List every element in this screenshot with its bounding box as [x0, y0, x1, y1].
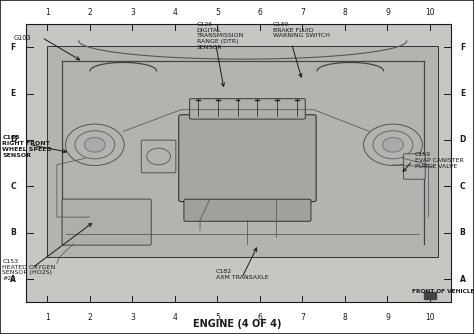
Text: C126
DIGITAL
TRANSMISSION
RANGE (DTR)
SENSOR: C126 DIGITAL TRANSMISSION RANGE (DTR) SE… [197, 22, 244, 50]
Text: 3: 3 [130, 8, 135, 16]
Text: 4: 4 [173, 313, 177, 322]
FancyBboxPatch shape [184, 199, 311, 221]
Text: B: B [10, 228, 16, 237]
Text: A: A [460, 275, 465, 284]
Text: A: A [10, 275, 16, 284]
Text: 6: 6 [257, 313, 262, 322]
Text: 8: 8 [343, 313, 347, 322]
FancyBboxPatch shape [190, 99, 305, 119]
Text: C: C [10, 182, 16, 191]
Text: B: B [460, 228, 465, 237]
Bar [26, 24, 451, 302]
Text: C139
BRAKE FLUID
WARNING SWITCH: C139 BRAKE FLUID WARNING SWITCH [273, 22, 329, 38]
Text: E: E [10, 89, 16, 98]
Text: 6: 6 [257, 8, 262, 16]
Text: F: F [460, 43, 465, 52]
Text: 10: 10 [425, 8, 435, 16]
Text: 4: 4 [173, 8, 177, 16]
Text: 9: 9 [385, 8, 390, 16]
FancyBboxPatch shape [141, 140, 176, 173]
FancyBboxPatch shape [62, 199, 151, 245]
Circle shape [84, 137, 105, 152]
Text: 5: 5 [215, 8, 220, 16]
Text: 10: 10 [425, 313, 435, 322]
Text: 5: 5 [215, 313, 220, 322]
Text: 7: 7 [300, 313, 305, 322]
Text: FRONT OF VEHICLE: FRONT OF VEHICLE [412, 289, 474, 294]
Text: 9: 9 [385, 313, 390, 322]
Text: 7: 7 [300, 8, 305, 16]
Text: 1: 1 [45, 313, 50, 322]
Text: C153
HEATED OXYGEN
SENSOR (HO2S)
#22: C153 HEATED OXYGEN SENSOR (HO2S) #22 [2, 259, 55, 281]
Text: 2: 2 [88, 313, 92, 322]
Text: D: D [459, 136, 466, 145]
Text: C159
EVAP CANISTER
PURGE VALVE: C159 EVAP CANISTER PURGE VALVE [415, 152, 464, 169]
Circle shape [383, 137, 403, 152]
Text: C182
AXM TRANSAXLE: C182 AXM TRANSAXLE [216, 269, 268, 280]
Text: 2: 2 [88, 8, 92, 16]
Text: 1: 1 [45, 8, 50, 16]
Text: 8: 8 [343, 8, 347, 16]
Text: 3: 3 [130, 313, 135, 322]
Text: F: F [10, 43, 16, 52]
Text: ENGINE (4 OF 4): ENGINE (4 OF 4) [193, 320, 281, 329]
FancyBboxPatch shape [179, 115, 316, 202]
Text: C: C [460, 182, 465, 191]
Text: C165
RIGHT FRONT
WHEEL SPEED
SENSOR: C165 RIGHT FRONT WHEEL SPEED SENSOR [2, 135, 52, 158]
Text: E: E [460, 89, 465, 98]
FancyBboxPatch shape [403, 154, 425, 179]
Text: D: D [10, 136, 16, 145]
Text: G103: G103 [13, 35, 31, 41]
Polygon shape [424, 292, 436, 299]
Bar [47, 46, 438, 257]
